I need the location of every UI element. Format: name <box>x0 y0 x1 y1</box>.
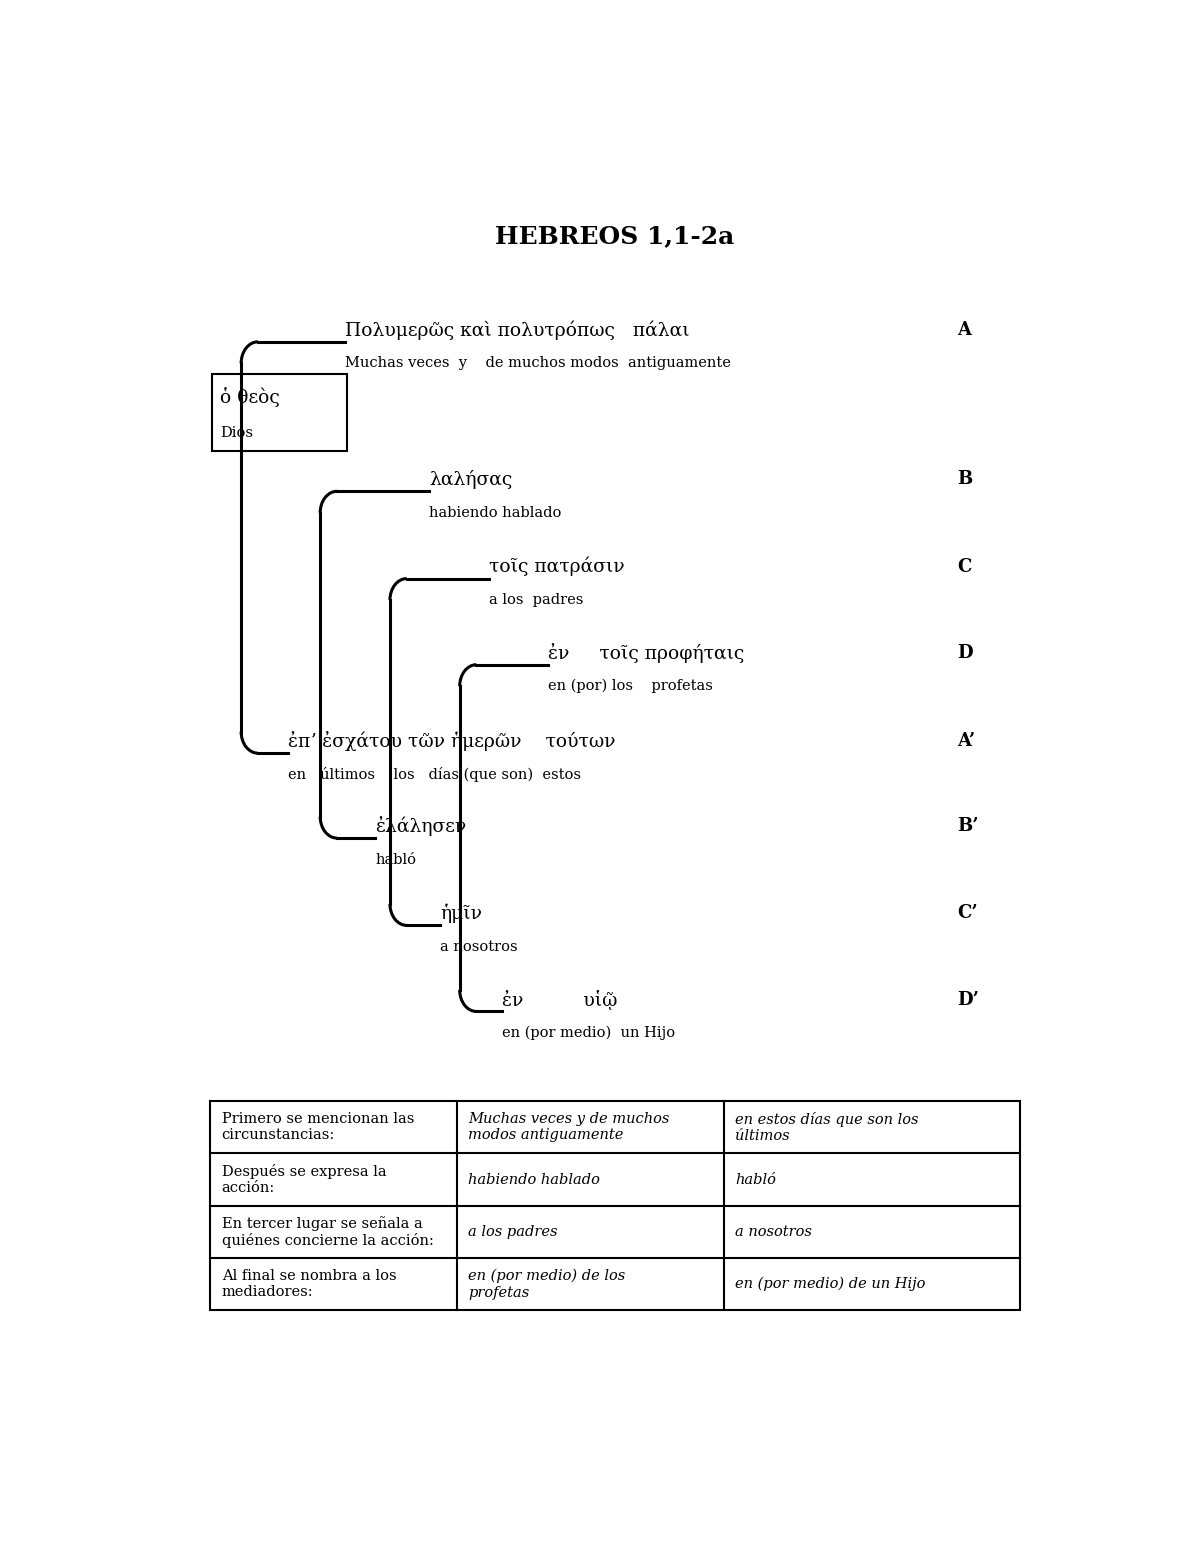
Text: habló: habló <box>736 1173 776 1186</box>
Text: HEBREOS 1,1-2a: HEBREOS 1,1-2a <box>496 225 734 248</box>
Text: a los  padres: a los padres <box>490 593 584 607</box>
Text: Πολυμερῶς καὶ πολυτρόπως   πάλαι: Πολυμερῶς καὶ πολυτρόπως πάλαι <box>346 320 690 340</box>
Text: ἐπʼ ἐσχάτου τῶν ἡμερῶν    τούτων: ἐπʼ ἐσχάτου τῶν ἡμερῶν τούτων <box>288 731 616 752</box>
Text: C: C <box>958 558 972 576</box>
Text: a los padres: a los padres <box>468 1225 558 1239</box>
Text: Muchas veces  y    de muchos modos  antiguamente: Muchas veces y de muchos modos antiguame… <box>346 356 731 370</box>
Text: En tercer lugar se señala a
quiénes concierne la acción:: En tercer lugar se señala a quiénes conc… <box>222 1216 433 1249</box>
Bar <box>212 374 347 452</box>
Text: ὁ θεὸς: ὁ θεὸς <box>220 387 280 407</box>
Text: ἐλάλησεν: ἐλάλησεν <box>376 817 467 836</box>
Text: λαλήσας: λαλήσας <box>430 471 512 489</box>
Text: en (por) los    profetas: en (por) los profetas <box>548 679 713 693</box>
Text: habiendo hablado: habiendo hablado <box>468 1173 600 1186</box>
Text: en (por medio)  un Hijo: en (por medio) un Hijo <box>502 1027 674 1041</box>
Text: D: D <box>958 644 973 662</box>
Text: en   últimos    los   días (que son)  estos: en últimos los días (que son) estos <box>288 767 581 783</box>
Text: Dios: Dios <box>220 426 253 439</box>
Text: ἐν          υἱῷ: ἐν υἱῷ <box>502 989 617 1009</box>
Text: C’: C’ <box>958 904 978 922</box>
Text: en (por medio) de un Hijo: en (por medio) de un Hijo <box>736 1277 925 1292</box>
Text: en estos días que son los
últimos: en estos días que son los últimos <box>736 1112 919 1143</box>
Text: ἡμῖν: ἡμῖν <box>440 904 482 922</box>
Text: habló: habló <box>376 853 416 867</box>
Text: ἐν     τοῖς προφήταις: ἐν τοῖς προφήταις <box>548 643 744 663</box>
Text: A’: A’ <box>958 731 976 750</box>
Text: en (por medio) de los
profetas: en (por medio) de los profetas <box>468 1269 625 1300</box>
Bar <box>210 1101 1020 1311</box>
Text: habiendo hablado: habiendo hablado <box>430 506 562 520</box>
Text: a nosotros: a nosotros <box>440 940 517 954</box>
Text: Después se expresa la
acción:: Después se expresa la acción: <box>222 1165 386 1196</box>
Text: τοῖς πατράσιν: τοῖς πατράσιν <box>490 558 625 576</box>
Text: A: A <box>958 321 971 339</box>
Text: Primero se mencionan las
circunstancias:: Primero se mencionan las circunstancias: <box>222 1112 414 1143</box>
Text: a nosotros: a nosotros <box>736 1225 812 1239</box>
Text: B’: B’ <box>958 817 979 836</box>
Text: Al final se nombra a los
mediadores:: Al final se nombra a los mediadores: <box>222 1269 396 1300</box>
Text: B: B <box>958 471 972 488</box>
Text: Muchas veces y de muchos
modos antiguamente: Muchas veces y de muchos modos antiguame… <box>468 1112 670 1143</box>
Text: D’: D’ <box>958 991 979 1008</box>
